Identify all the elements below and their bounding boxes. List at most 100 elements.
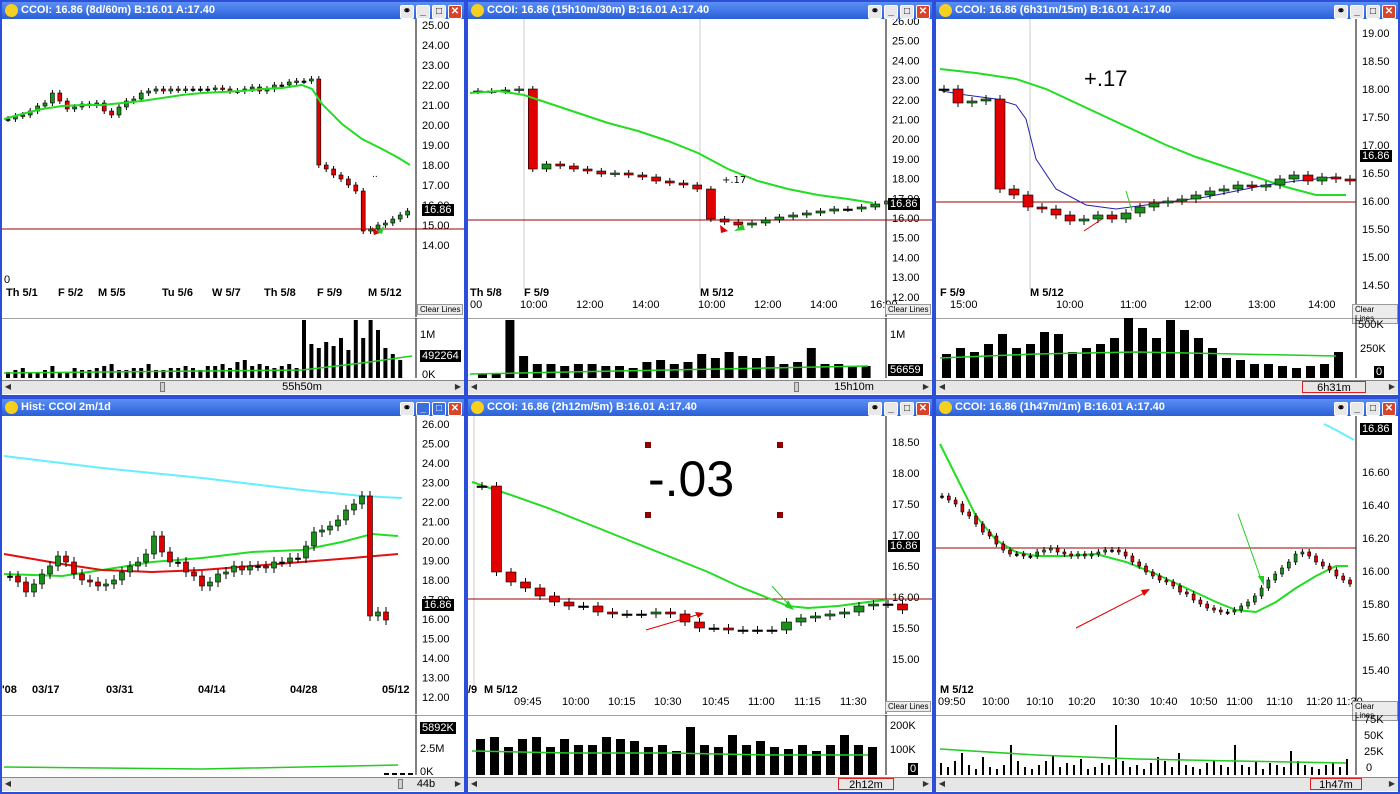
selection-handle[interactable] bbox=[645, 512, 651, 518]
link-icon[interactable]: ⚭ bbox=[1334, 5, 1348, 19]
minimize-button[interactable]: _ bbox=[1350, 402, 1364, 416]
close-button[interactable]: ✕ bbox=[448, 5, 462, 19]
chart-window-15h10m-30m[interactable]: CCOI: 16.86 (15h10m/30m) B:16.01 A:17.40… bbox=[466, 0, 934, 397]
minimize-button[interactable]: _ bbox=[884, 5, 898, 19]
volume-bar bbox=[1276, 765, 1278, 775]
minimize-button[interactable]: _ bbox=[1350, 5, 1364, 19]
link-icon[interactable]: ⚭ bbox=[400, 5, 414, 19]
title-bar[interactable]: CCOI: 16.86 (15h10m/30m) B:16.01 A:17.40… bbox=[468, 2, 932, 19]
scroll-left-icon[interactable]: ◀ bbox=[4, 382, 12, 391]
volume-bar bbox=[1136, 765, 1138, 775]
scroll-right-icon[interactable]: ▶ bbox=[454, 382, 462, 391]
time-scrollbar[interactable]: ◀ 55h50m ▶ bbox=[2, 380, 464, 394]
x-axis-time-label: 11:30 bbox=[840, 696, 867, 708]
scroll-right-icon[interactable]: ▶ bbox=[922, 779, 930, 788]
time-scrollbar[interactable]: ◀ 6h31m ▶ bbox=[936, 380, 1398, 394]
link-icon[interactable]: ⚭ bbox=[400, 402, 414, 416]
candle-body bbox=[967, 511, 972, 517]
candle-body bbox=[39, 573, 45, 585]
time-scrollbar[interactable]: ◀ 1h47m ▶ bbox=[936, 777, 1398, 791]
candle-body bbox=[1042, 549, 1046, 553]
link-icon[interactable]: ⚭ bbox=[868, 402, 882, 416]
title-bar[interactable]: Hist: CCOI 2m/1d ⚭ _ □ ✕ bbox=[2, 399, 464, 416]
volume-chart: 1M 0K bbox=[2, 318, 464, 378]
minimize-button[interactable]: _ bbox=[416, 402, 430, 416]
price-chart[interactable]: 25.00 24.00 23.00 22.00 21.00 20.00 19.00 18.00… bbox=[2, 19, 464, 317]
clear-lines-button[interactable]: Clear Lines bbox=[417, 304, 464, 315]
scroll-left-icon[interactable]: ◀ bbox=[4, 779, 12, 788]
candles bbox=[473, 86, 894, 228]
scroll-right-icon[interactable]: ▶ bbox=[1388, 382, 1396, 391]
x-axis-label: F 5/2 bbox=[58, 287, 83, 299]
candle-body bbox=[747, 222, 757, 226]
maximize-button[interactable]: □ bbox=[432, 402, 446, 416]
clear-lines-button[interactable]: Clear Lines bbox=[885, 701, 932, 712]
title-bar[interactable]: CCOI: 16.86 (8d/60m) B:16.01 A:17.40 ⚭ _ □… bbox=[2, 2, 464, 19]
scroll-right-icon[interactable]: ▶ bbox=[454, 779, 462, 788]
volume-bar bbox=[770, 747, 779, 775]
selection-handle[interactable] bbox=[777, 512, 783, 518]
candle-body bbox=[980, 98, 992, 102]
scroll-thumb[interactable] bbox=[160, 382, 165, 392]
title-bar[interactable]: CCOI: 16.86 (2h12m/5m) B:16.01 A:17.40 ⚭… bbox=[468, 399, 932, 416]
price-chart[interactable]: 26.00 25.00 24.00 23.00 22.00 21.00 20.00 19.00… bbox=[2, 416, 464, 714]
selection-handle[interactable] bbox=[777, 442, 783, 448]
time-scrollbar[interactable]: ◀ 44b ▶ bbox=[2, 777, 464, 791]
y-axis-label: 20.00 bbox=[892, 134, 920, 146]
maximize-button[interactable]: □ bbox=[432, 5, 446, 19]
candle-body bbox=[1035, 551, 1039, 557]
time-scrollbar[interactable]: ◀ 2h12m ▶ bbox=[468, 777, 932, 791]
close-button[interactable]: ✕ bbox=[1382, 402, 1396, 416]
y-axis-label: 22.00 bbox=[422, 80, 450, 92]
annotation-change[interactable]: -.03 bbox=[648, 451, 735, 507]
close-button[interactable]: ✕ bbox=[916, 402, 930, 416]
minimize-button[interactable]: _ bbox=[884, 402, 898, 416]
scroll-thumb[interactable] bbox=[398, 779, 403, 789]
candle-body bbox=[327, 525, 333, 531]
candle-body bbox=[323, 164, 329, 170]
link-icon[interactable]: ⚭ bbox=[1334, 402, 1348, 416]
x-axis-label: M 5/12 bbox=[1030, 287, 1064, 299]
close-button[interactable]: ✕ bbox=[448, 402, 462, 416]
close-button[interactable]: ✕ bbox=[1382, 5, 1396, 19]
candle-body bbox=[249, 86, 255, 90]
maximize-button[interactable]: □ bbox=[1366, 402, 1380, 416]
maximize-button[interactable]: □ bbox=[900, 5, 914, 19]
scroll-left-icon[interactable]: ◀ bbox=[938, 779, 946, 788]
scroll-thumb[interactable] bbox=[794, 382, 799, 392]
chart-window-hist-2m-1d[interactable]: Hist: CCOI 2m/1d ⚭ _ □ ✕ 26.00 25.00 24.00 23.… bbox=[0, 397, 466, 794]
time-scrollbar[interactable]: ◀ 15h10m ▶ bbox=[468, 380, 932, 394]
link-icon[interactable]: ⚭ bbox=[868, 5, 882, 19]
scroll-right-icon[interactable]: ▶ bbox=[1388, 779, 1396, 788]
price-chart[interactable]: 19.00 18.50 18.00 17.50 17.00 16.50 16.00 15.50… bbox=[936, 19, 1398, 317]
clear-lines-button[interactable]: Clear Lines bbox=[885, 304, 932, 315]
title-bar[interactable]: CCOI: 16.86 (6h31m/15m) B:16.01 A:17.40 … bbox=[936, 2, 1398, 19]
volume-bar bbox=[408, 773, 413, 775]
price-chart[interactable]: 16.60 16.40 16.20 16.00 15.80 15.60 15.40 M 5/… bbox=[936, 416, 1398, 714]
price-chart[interactable]: 26.00 25.00 24.00 23.00 22.00 21.00 20.00 19.00… bbox=[468, 19, 932, 317]
volume-bar bbox=[1124, 318, 1133, 378]
candle-body bbox=[541, 163, 552, 170]
vol-label-1: 1M bbox=[420, 329, 435, 341]
chart-window-2h12m-5m[interactable]: CCOI: 16.86 (2h12m/5m) B:16.01 A:17.40 ⚭… bbox=[466, 397, 934, 794]
scroll-right-icon[interactable]: ▶ bbox=[922, 382, 930, 391]
volume-bar bbox=[798, 745, 807, 775]
chart-window-1h47m-1m[interactable]: CCOI: 16.86 (1h47m/1m) B:16.01 A:17.40 ⚭… bbox=[934, 397, 1400, 794]
volume-tag: 0 bbox=[1374, 366, 1385, 378]
maximize-button[interactable]: □ bbox=[1366, 5, 1380, 19]
selection-handle[interactable] bbox=[645, 442, 651, 448]
title-bar[interactable]: CCOI: 16.86 (1h47m/1m) B:16.01 A:17.40 ⚭… bbox=[936, 399, 1398, 416]
minimize-button[interactable]: _ bbox=[416, 5, 430, 19]
candle-body bbox=[183, 561, 189, 573]
scroll-label: 6h31m bbox=[1302, 381, 1366, 394]
scroll-left-icon[interactable]: ◀ bbox=[470, 382, 478, 391]
chart-window-8d-60m[interactable]: CCOI: 16.86 (8d/60m) B:16.01 A:17.40 ⚭ _ □… bbox=[0, 0, 466, 397]
chart-window-6h31m-15m[interactable]: CCOI: 16.86 (6h31m/15m) B:16.01 A:17.40 … bbox=[934, 0, 1400, 397]
volume-bar bbox=[87, 370, 92, 378]
price-chart[interactable]: 18.50 18.00 17.50 17.00 16.50 16.00 15.50 15.00… bbox=[468, 416, 932, 714]
maximize-button[interactable]: □ bbox=[900, 402, 914, 416]
candle-body bbox=[1316, 176, 1328, 182]
scroll-left-icon[interactable]: ◀ bbox=[470, 779, 478, 788]
close-button[interactable]: ✕ bbox=[916, 5, 930, 19]
scroll-left-icon[interactable]: ◀ bbox=[938, 382, 946, 391]
